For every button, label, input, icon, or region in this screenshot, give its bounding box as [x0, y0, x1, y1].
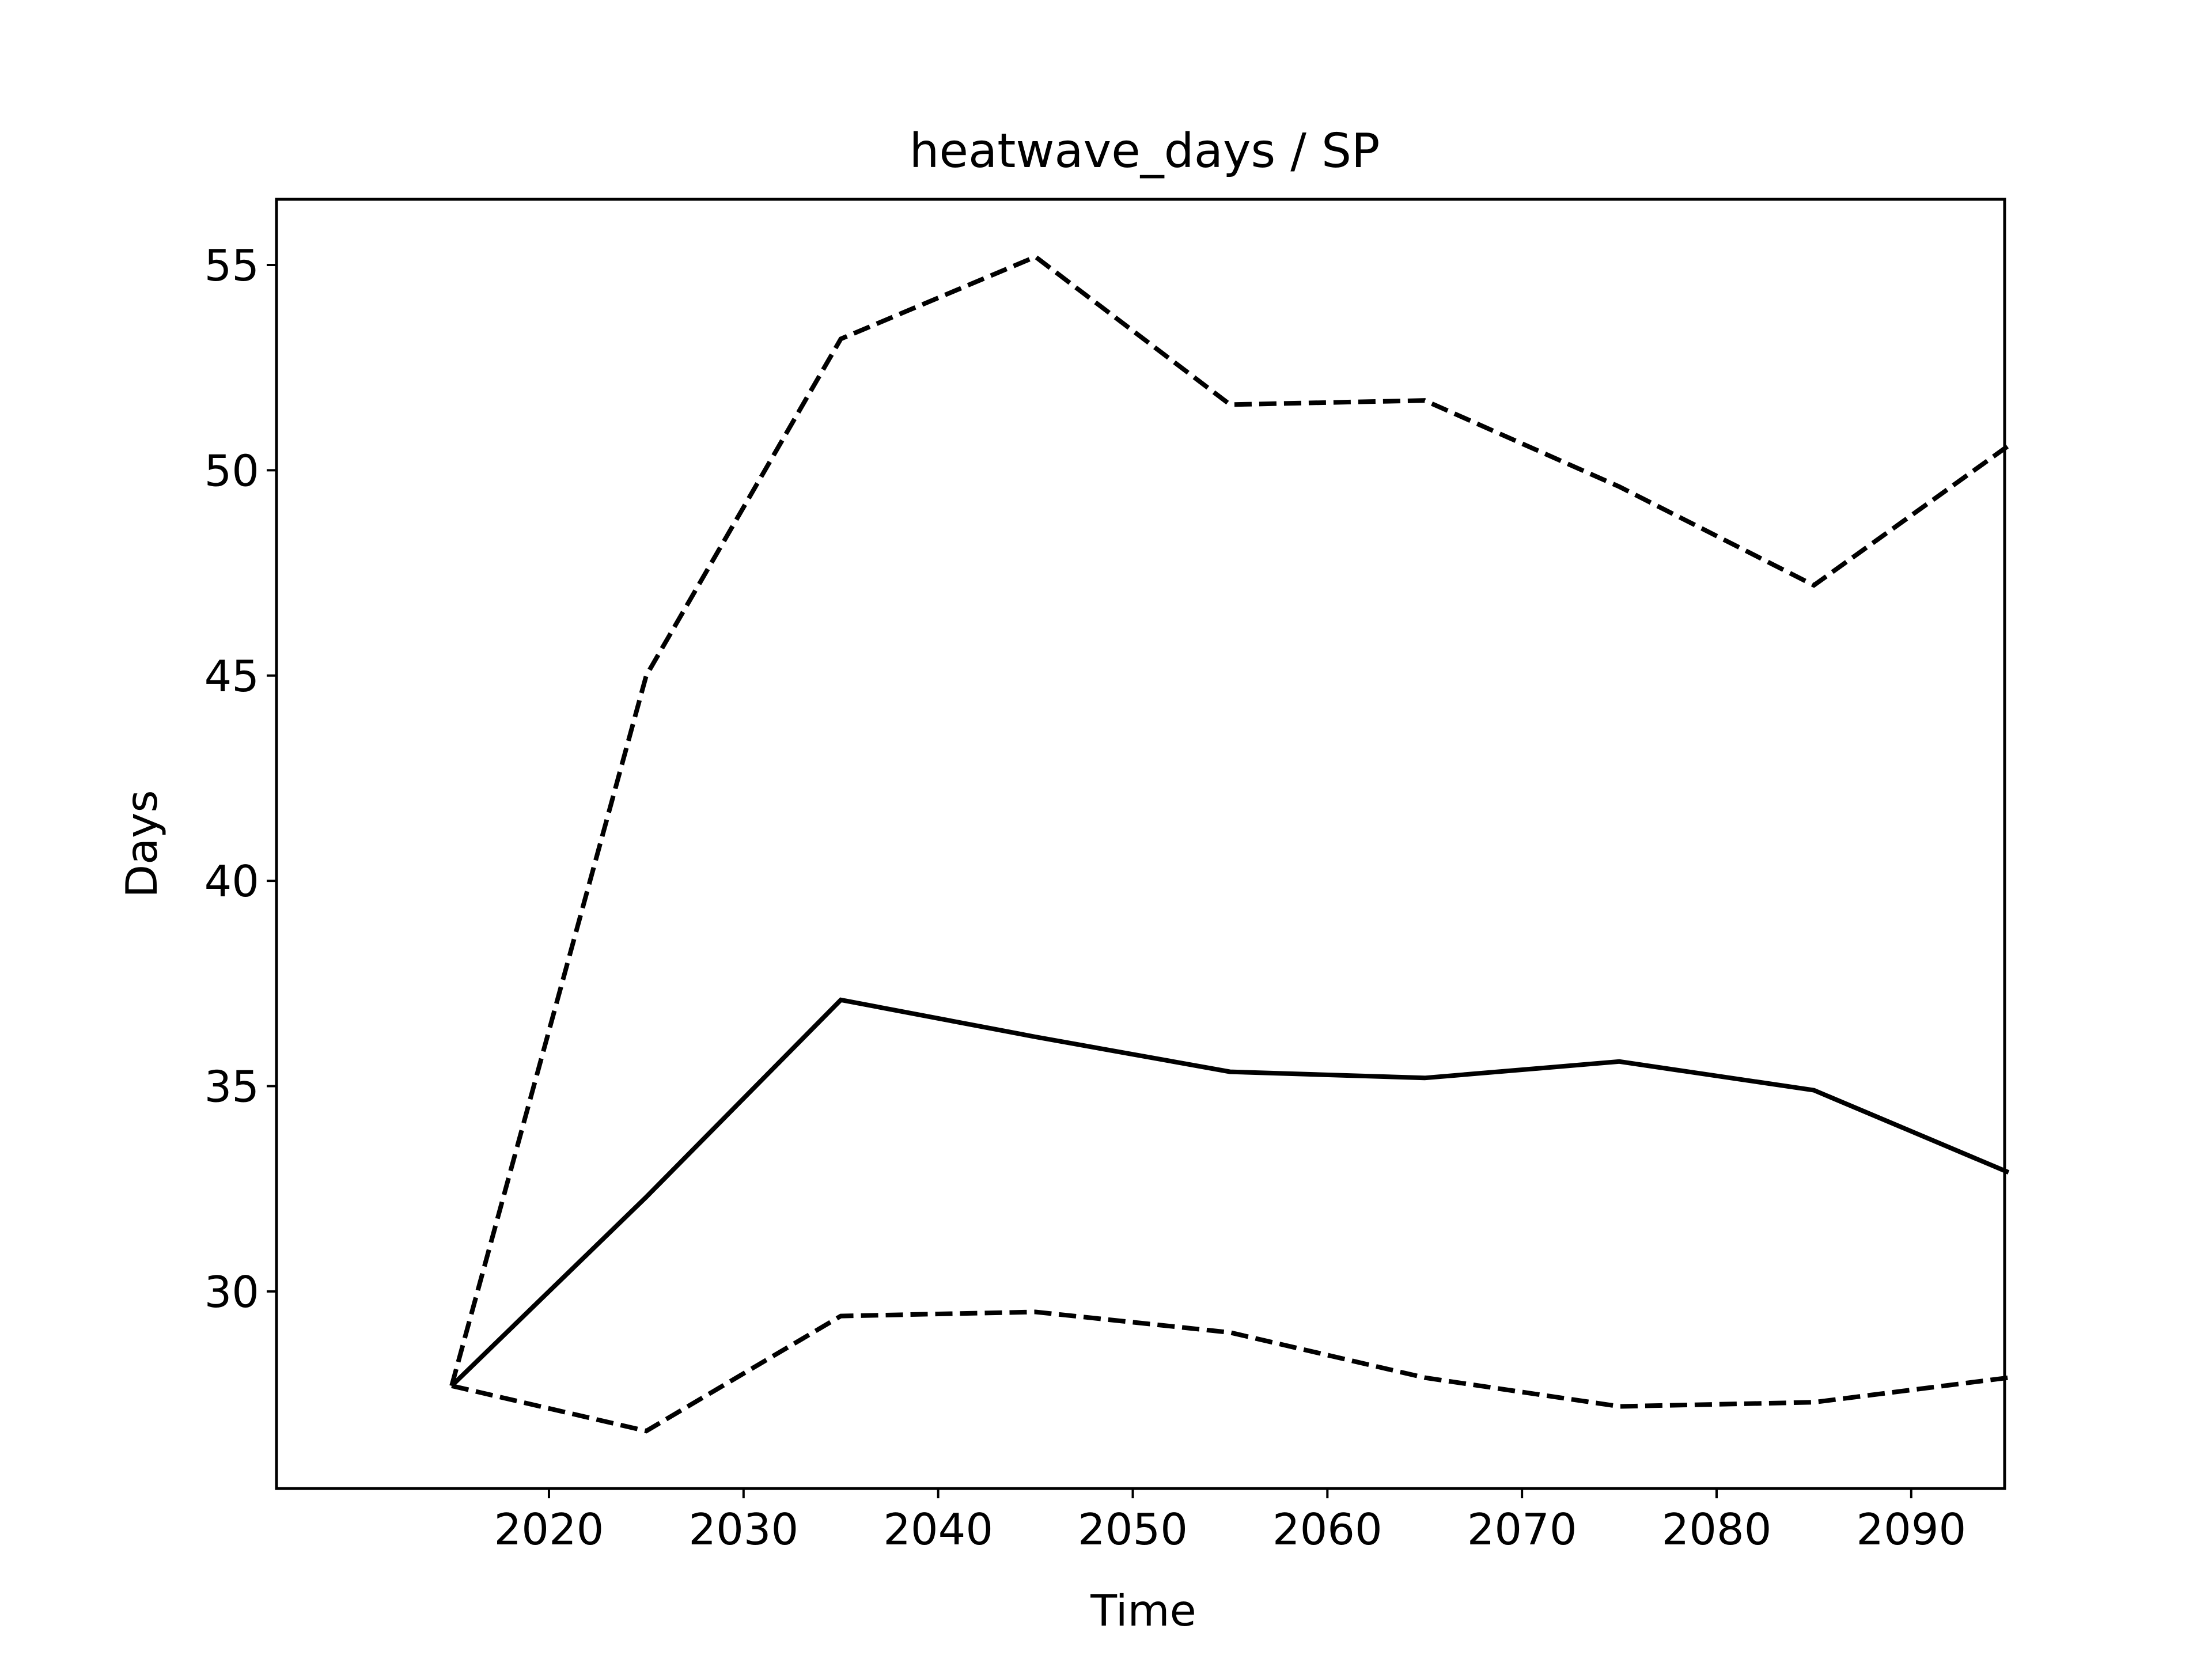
- x-tick-label: 2090: [1856, 1504, 1966, 1555]
- x-tick-label: 2080: [1662, 1504, 1772, 1555]
- x-tick-label: 2040: [883, 1504, 993, 1555]
- x-axis: 2020 2030 2040 2050 2060 2070 2080 2090: [494, 1488, 1966, 1555]
- x-tick-label: 2060: [1272, 1504, 1382, 1555]
- series-line-2: [449, 254, 2010, 1387]
- y-tick-label: 35: [204, 1062, 259, 1112]
- series-line-3: [451, 1309, 2009, 1434]
- series-line-1: [450, 997, 2010, 1388]
- y-axis: 30 35 40 45 50 55: [204, 240, 276, 1317]
- y-tick-label: 40: [204, 856, 259, 907]
- x-tick-label: 2030: [688, 1504, 798, 1555]
- y-tick-label: 50: [204, 445, 259, 496]
- y-tick-label: 45: [204, 651, 259, 702]
- x-axis-label: Time: [1090, 1585, 1196, 1636]
- x-tick-label: 2070: [1467, 1504, 1577, 1555]
- x-tick-label: 2020: [494, 1504, 604, 1555]
- plot-frame: [275, 198, 2006, 1490]
- series-layer: [449, 254, 2010, 1434]
- y-tick-label: 30: [204, 1267, 259, 1317]
- y-axis-label: Days: [116, 790, 167, 897]
- x-tick-label: 2050: [1078, 1504, 1188, 1555]
- y-tick-label: 55: [204, 240, 259, 291]
- chart-title: heatwave_days / SP: [910, 124, 1380, 179]
